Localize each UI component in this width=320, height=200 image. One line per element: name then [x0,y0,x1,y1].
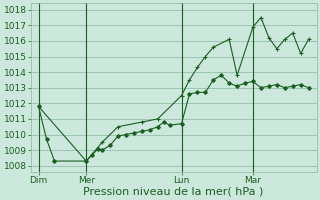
X-axis label: Pression niveau de la mer( hPa ): Pression niveau de la mer( hPa ) [84,187,264,197]
